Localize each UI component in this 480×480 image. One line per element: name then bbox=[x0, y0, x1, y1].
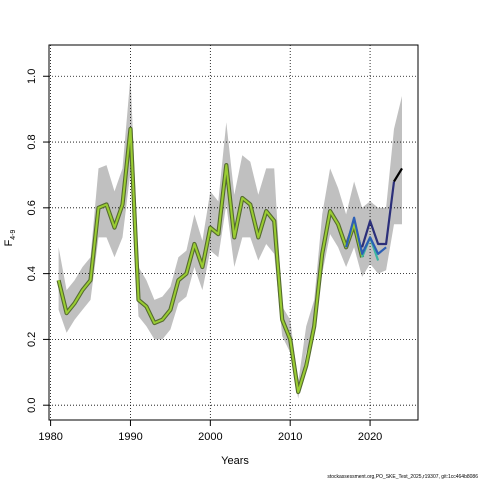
x-tick-label: 1990 bbox=[118, 431, 142, 443]
y-tick-label: 0.0 bbox=[26, 398, 38, 413]
plot-frame bbox=[48, 44, 419, 421]
series-layer bbox=[56, 126, 403, 395]
y-tick-label: 1.0 bbox=[26, 69, 38, 84]
y-tick-label: 0.2 bbox=[26, 332, 38, 347]
series-line-base bbox=[57, 127, 364, 393]
series-line-retro-blue bbox=[345, 216, 387, 255]
y-axis-title-subscript: 4-9 bbox=[10, 229, 17, 239]
confidence-band-layer bbox=[58, 76, 402, 399]
grid-layer bbox=[49, 45, 418, 420]
x-tick-label: 2000 bbox=[198, 431, 222, 443]
x-tick-label: 2010 bbox=[278, 431, 302, 443]
y-tick-label: 0.8 bbox=[26, 134, 38, 149]
x-axis-title: Years bbox=[221, 455, 249, 467]
y-axis-title-main: F bbox=[3, 239, 15, 246]
axis-layer: 1980 1990 2000 2010 2020 0.0 0.2 0.4 0.6 0.8 1.0 bbox=[26, 69, 382, 443]
y-tick-label: 0.4 bbox=[26, 266, 38, 281]
confidence-band bbox=[58, 76, 402, 399]
watermark: stockassessment.org,PO_SKE_Test_2025,r19… bbox=[327, 474, 478, 480]
y-tick-label: 0.6 bbox=[26, 200, 38, 215]
series-line-retro-navy bbox=[361, 181, 396, 248]
series-line-final bbox=[393, 167, 403, 183]
x-tick-label: 1980 bbox=[38, 431, 62, 443]
y-axis-title: F4-9 bbox=[3, 229, 17, 246]
x-tick-label: 2020 bbox=[358, 431, 382, 443]
